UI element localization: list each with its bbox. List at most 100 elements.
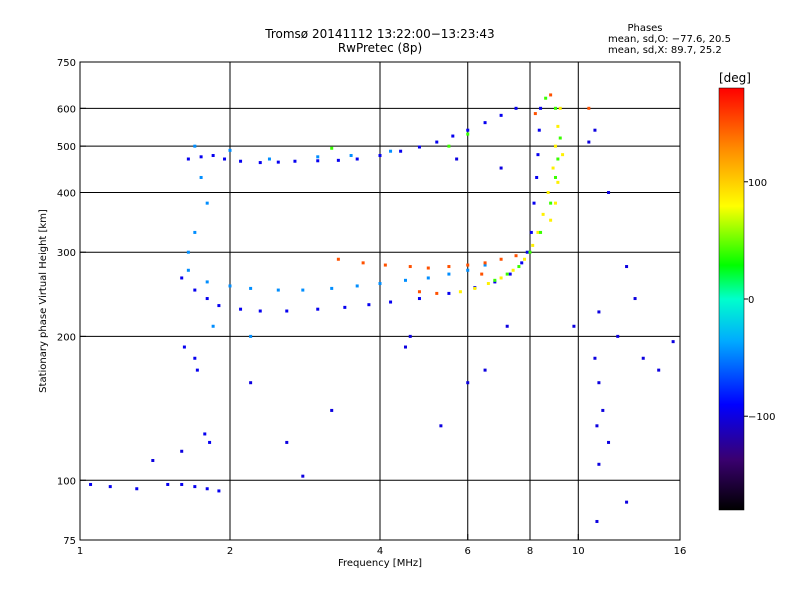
data-point (343, 305, 347, 309)
data-point (217, 304, 221, 308)
data-point (408, 334, 412, 338)
data-point (505, 272, 509, 276)
data-point (537, 128, 541, 132)
data-point (483, 368, 487, 372)
data-point (593, 128, 597, 132)
data-point (671, 340, 675, 344)
data-point (483, 261, 487, 265)
data-point (435, 291, 439, 295)
data-point (451, 134, 455, 138)
data-point (378, 282, 382, 286)
data-point (267, 157, 271, 161)
data-point (186, 250, 190, 254)
phase-heading: Phases (627, 23, 662, 34)
data-point (399, 149, 403, 153)
data-point (657, 368, 661, 372)
data-point (466, 268, 470, 272)
data-point (316, 155, 320, 159)
data-point (511, 268, 515, 272)
data-point (239, 159, 243, 163)
data-point (529, 230, 533, 234)
data-point (556, 157, 560, 161)
data-point (553, 201, 557, 205)
data-point (532, 201, 536, 205)
y-tick-label: 300 (57, 248, 76, 259)
data-point (517, 265, 521, 269)
data-point (435, 140, 439, 144)
data-point (466, 132, 470, 136)
data-point (455, 157, 459, 161)
chart-subtitle: RwPretec (8p) (338, 41, 422, 55)
data-point (505, 324, 509, 328)
data-points (89, 93, 675, 523)
data-point (514, 106, 518, 110)
data-point (355, 157, 359, 161)
x-tick-label: 8 (527, 546, 533, 557)
data-point (499, 113, 503, 117)
data-point (205, 487, 209, 491)
data-point (349, 154, 353, 158)
data-point (182, 345, 186, 349)
data-point (561, 153, 565, 157)
data-point (447, 291, 451, 295)
x-axis-ticks: 1 2 4 6 8 10 16 (77, 534, 687, 557)
data-point (205, 201, 209, 205)
data-point (553, 144, 557, 148)
data-point (447, 272, 451, 276)
colorbar-tick-label: −100 (748, 412, 775, 423)
data-point (193, 356, 197, 360)
data-point (285, 309, 289, 313)
data-point (536, 153, 540, 157)
data-point (539, 106, 543, 110)
data-point (417, 290, 421, 294)
data-point (205, 297, 209, 301)
data-point (403, 278, 407, 282)
data-point (199, 175, 203, 179)
data-point (217, 489, 221, 493)
chart-title: Tromsø 20141112 13:22:00−13:23:43 (264, 27, 494, 41)
data-point (528, 250, 532, 254)
y-tick-label: 500 (57, 142, 76, 153)
data-point (486, 282, 490, 286)
data-point (205, 280, 209, 284)
data-point (316, 307, 320, 311)
data-point (389, 149, 393, 153)
data-point (535, 175, 539, 179)
data-point (276, 288, 280, 292)
data-point (499, 257, 503, 261)
data-point (316, 159, 320, 163)
data-point (483, 263, 487, 267)
data-point (276, 160, 280, 164)
data-point (203, 432, 207, 436)
data-point (549, 201, 553, 205)
data-point (186, 157, 190, 161)
data-point (587, 140, 591, 144)
y-tick-label: 750 (57, 58, 76, 69)
data-point (223, 157, 227, 161)
data-point (595, 519, 599, 523)
data-point (553, 175, 557, 179)
data-point (330, 408, 334, 412)
x-tick-label: 16 (674, 546, 687, 557)
colorbar (718, 87, 745, 511)
data-point (597, 310, 601, 314)
data-point (466, 263, 470, 267)
grid-lines (80, 62, 680, 540)
data-point (595, 424, 599, 428)
data-point (249, 286, 253, 290)
data-point (211, 324, 215, 328)
data-point (336, 257, 340, 261)
y-tick-label: 200 (57, 332, 76, 343)
phase-x-line: mean, sd,X: 89.7, 25.2 (608, 45, 722, 56)
data-point (544, 96, 548, 100)
data-point (417, 145, 421, 149)
data-point (426, 276, 430, 280)
colorbar-ticks: 100 0 −100 (744, 178, 775, 423)
data-point (447, 265, 451, 269)
x-tick-label: 1 (77, 546, 83, 557)
data-point (541, 212, 545, 216)
data-point (195, 368, 199, 372)
data-point (625, 500, 629, 504)
data-point (531, 243, 535, 247)
data-point (166, 482, 170, 486)
